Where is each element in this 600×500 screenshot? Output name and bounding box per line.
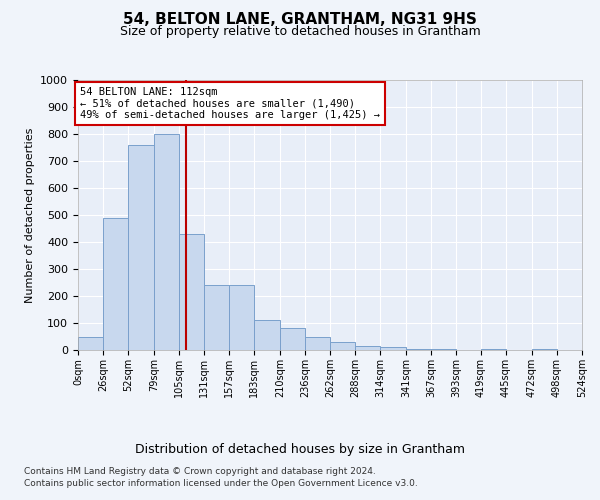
- Bar: [179, 234, 204, 350]
- Bar: [154, 134, 179, 350]
- Bar: [305, 336, 330, 350]
- Y-axis label: Number of detached properties: Number of detached properties: [25, 128, 35, 302]
- Bar: [103, 218, 128, 350]
- Bar: [330, 342, 355, 350]
- Bar: [355, 346, 380, 350]
- Bar: [204, 285, 229, 350]
- Text: 54, BELTON LANE, GRANTHAM, NG31 9HS: 54, BELTON LANE, GRANTHAM, NG31 9HS: [123, 12, 477, 28]
- Bar: [406, 348, 431, 350]
- Bar: [78, 336, 103, 350]
- Text: Size of property relative to detached houses in Grantham: Size of property relative to detached ho…: [119, 25, 481, 38]
- Bar: [254, 320, 280, 350]
- Text: Contains public sector information licensed under the Open Government Licence v3: Contains public sector information licen…: [24, 479, 418, 488]
- Text: 54 BELTON LANE: 112sqm
← 51% of detached houses are smaller (1,490)
49% of semi-: 54 BELTON LANE: 112sqm ← 51% of detached…: [80, 86, 380, 120]
- Bar: [431, 348, 456, 350]
- Bar: [128, 145, 154, 350]
- Bar: [280, 328, 305, 350]
- Bar: [380, 348, 406, 350]
- Bar: [532, 348, 557, 350]
- Text: Distribution of detached houses by size in Grantham: Distribution of detached houses by size …: [135, 442, 465, 456]
- Bar: [229, 285, 254, 350]
- Bar: [481, 348, 506, 350]
- Text: Contains HM Land Registry data © Crown copyright and database right 2024.: Contains HM Land Registry data © Crown c…: [24, 468, 376, 476]
